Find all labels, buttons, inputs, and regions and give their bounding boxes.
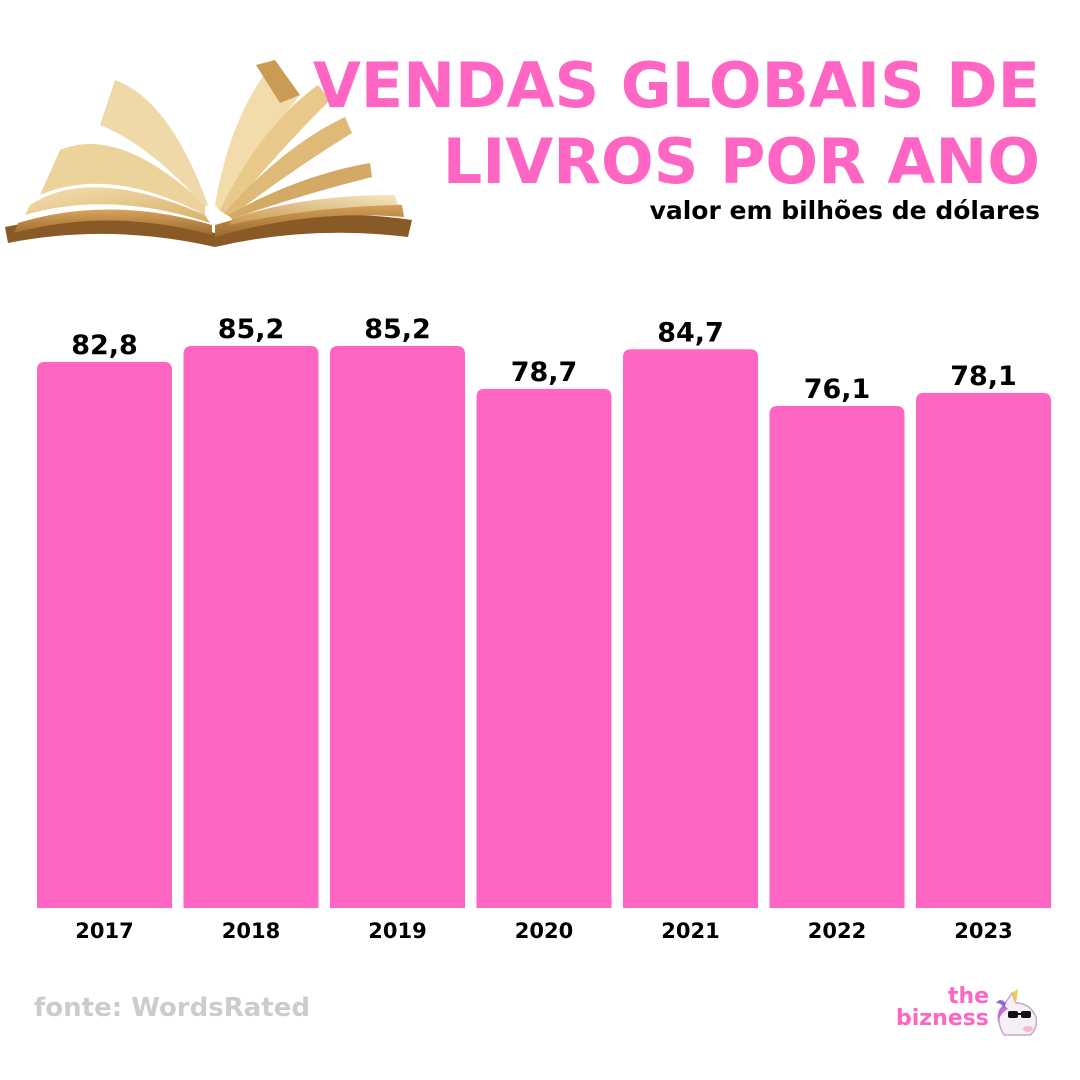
x-tick-label-2017: 2017: [75, 919, 133, 943]
chart-title-line-2: LIVROS POR ANO: [442, 125, 1040, 198]
bar-2020: [476, 388, 612, 908]
logo-text-bizness: bizness: [896, 1006, 989, 1031]
open-book-icon: [5, 60, 412, 247]
bar-2017: [37, 361, 172, 908]
logo-text-the: the: [948, 984, 990, 1009]
x-tick-label-2022: 2022: [808, 919, 866, 943]
data-label-2019: 85,2: [364, 314, 431, 345]
data-label-2022: 76,1: [804, 374, 871, 405]
brand-logo: the bizness: [890, 985, 1050, 1045]
data-label-2018: 85,2: [218, 314, 285, 345]
data-label-2020: 78,7: [511, 357, 578, 388]
bar-2023: [916, 392, 1051, 908]
x-tick-label-2020: 2020: [515, 919, 573, 943]
bar-2019: [330, 346, 465, 908]
x-tick-label-2023: 2023: [954, 919, 1012, 943]
unicorn-sunglasses-icon: [996, 989, 1038, 1036]
chart-subtitle: valor em bilhões de dólares: [649, 196, 1040, 225]
chart-title-line-1: VENDAS GLOBAIS DE: [312, 49, 1040, 122]
bar-2021: [623, 349, 758, 909]
bar-2022: [769, 406, 905, 908]
data-label-2023: 78,1: [950, 361, 1017, 392]
x-tick-label-2018: 2018: [222, 919, 280, 943]
chart-title: VENDAS GLOBAIS DE LIVROS POR ANO: [313, 48, 1040, 200]
bar-2018: [183, 346, 319, 908]
x-tick-label-2019: 2019: [368, 919, 426, 943]
source-note: fonte: WordsRated: [34, 993, 310, 1023]
data-label-2017: 82,8: [71, 330, 138, 361]
data-label-2021: 84,7: [657, 317, 724, 348]
x-tick-label-2021: 2021: [661, 919, 719, 943]
